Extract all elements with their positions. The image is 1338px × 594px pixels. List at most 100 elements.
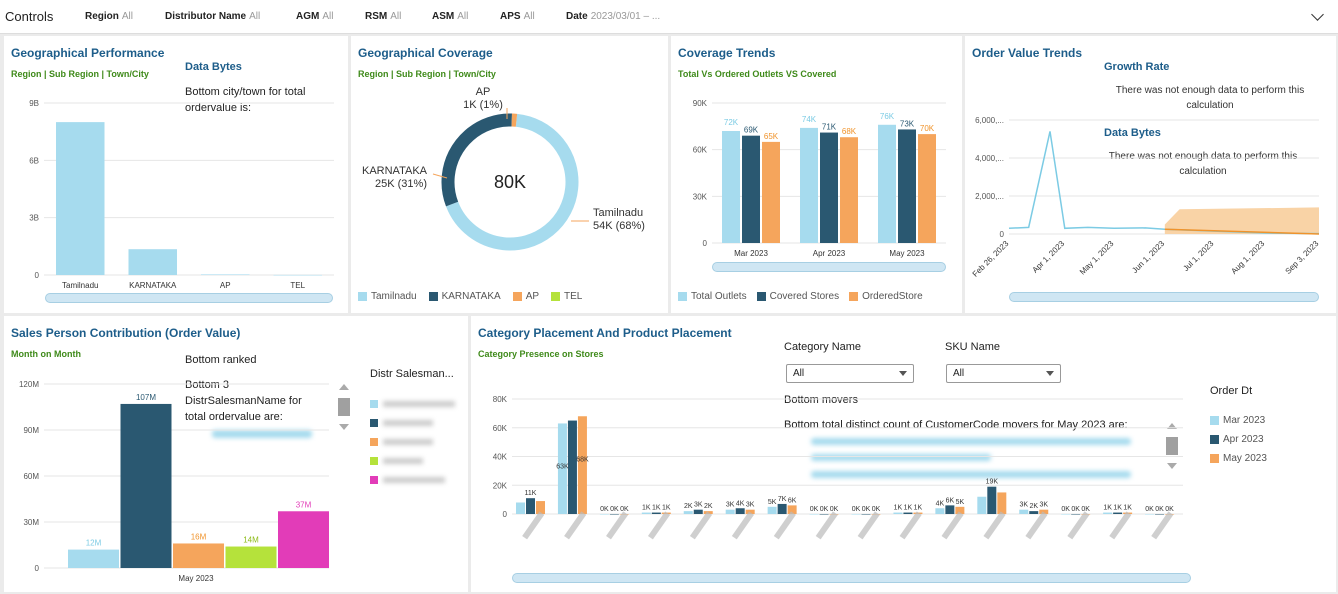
slice-label: AP xyxy=(476,86,491,98)
data-label: 2K xyxy=(684,503,693,510)
bar xyxy=(56,122,105,275)
bar xyxy=(577,416,587,514)
x-tick-label-redacted xyxy=(647,511,671,540)
filter-asm[interactable]: ASM All xyxy=(432,11,469,22)
y-tick-label: 3B xyxy=(29,214,39,223)
filter-rsm[interactable]: RSM All xyxy=(365,11,402,22)
legend-item[interactable] xyxy=(370,419,455,427)
coverage-trends-chart: 0 30K 60K 90K 72K 69K 65K Mar 2023 74K 71K 68K Apr… xyxy=(693,99,946,258)
y-tick-label: 0 xyxy=(35,564,40,573)
vertical-scrollbar[interactable] xyxy=(338,384,350,430)
horizontal-scrollbar[interactable] xyxy=(712,262,946,272)
chevron-down-icon[interactable] xyxy=(1311,8,1324,21)
x-tick-label: Tamilnadu xyxy=(62,281,98,290)
filter-distributor-name[interactable]: Distributor Name All xyxy=(165,11,261,22)
data-label: 1K xyxy=(894,505,903,512)
bar xyxy=(651,512,661,514)
bar xyxy=(777,503,787,514)
legend-item[interactable]: AP xyxy=(512,291,539,302)
bar xyxy=(742,135,760,243)
legend-item[interactable] xyxy=(370,400,455,408)
y-tick-label: 120M xyxy=(19,380,39,389)
chevron-down-icon xyxy=(1046,371,1054,376)
sku-name-dropdown[interactable]: All xyxy=(946,364,1061,383)
y-tick-label: 9B xyxy=(29,99,39,108)
data-label: 69K xyxy=(744,126,759,135)
filter-region[interactable]: Region All xyxy=(85,11,134,22)
data-label: 1K xyxy=(642,505,651,512)
vertical-scrollbar[interactable] xyxy=(1166,423,1178,469)
legend-title: Order Dt xyxy=(1210,385,1253,397)
data-label: 0K xyxy=(1145,506,1154,513)
bar xyxy=(977,496,987,514)
bar xyxy=(878,124,896,243)
data-label: 0K xyxy=(1081,506,1090,513)
data-label: 3K xyxy=(746,502,755,509)
slice-label: KARNATAKA xyxy=(362,165,428,177)
x-tick-label: Mar 2023 xyxy=(734,249,768,258)
area-series xyxy=(1164,207,1319,234)
x-tick-label-redacted xyxy=(857,511,880,540)
legend-item[interactable]: May 2023 xyxy=(1210,453,1267,464)
bar xyxy=(609,514,619,515)
legend-item[interactable] xyxy=(370,476,455,484)
slice-label: Tamilnadu xyxy=(593,207,643,219)
data-label: 74K xyxy=(802,115,817,124)
geo-performance-chart: 0 3B 6B 9B Tamilnadu KARNATAKA AP TEL xyxy=(29,99,334,290)
x-tick-label-redacted xyxy=(941,511,964,540)
filter-agm[interactable]: AGM All xyxy=(296,11,334,22)
bar xyxy=(1113,512,1123,514)
panel-title: Order Value Trends xyxy=(972,46,1083,60)
data-label: 6K xyxy=(788,497,797,504)
legend-item[interactable]: Mar 2023 xyxy=(1210,415,1267,426)
y-tick-label: 0 xyxy=(35,271,40,280)
bar xyxy=(819,514,829,515)
data-label: 0K xyxy=(862,506,871,513)
legend-item[interactable]: OrderedStore xyxy=(849,291,923,302)
horizontal-scrollbar[interactable] xyxy=(1009,292,1319,302)
bar xyxy=(683,511,693,514)
slice-label: 54K (68%) xyxy=(593,220,645,232)
bar xyxy=(1061,514,1071,515)
panel-title: Geographical Coverage xyxy=(358,46,493,60)
legend-item[interactable]: KARNATAKA xyxy=(428,291,501,302)
chevron-down-icon xyxy=(899,371,907,376)
data-label: 2K xyxy=(704,503,713,510)
horizontal-scrollbar[interactable] xyxy=(512,573,1191,583)
horizontal-scrollbar[interactable] xyxy=(45,293,333,303)
legend-item[interactable]: TEL xyxy=(551,291,582,302)
donut-slice xyxy=(441,113,579,251)
filter-aps[interactable]: APS All xyxy=(500,11,535,22)
sales-person-chart: 0 30M 60M 90M 120M 12M 107M 16M 14M 37M May 2023 xyxy=(19,380,329,583)
legend-item[interactable]: Covered Stores xyxy=(756,291,839,302)
filter-date[interactable]: Date 2023/03/01 – ... xyxy=(566,11,661,22)
bar xyxy=(851,514,861,515)
bar xyxy=(745,509,755,514)
growth-rate-title: Growth Rate xyxy=(1104,61,1170,73)
legend-item[interactable] xyxy=(370,438,455,446)
x-tick-label: Apr 1, 2023 xyxy=(1031,239,1067,275)
bottom-movers-title: Bottom movers xyxy=(784,394,858,406)
legend-item[interactable] xyxy=(370,457,455,465)
bar xyxy=(725,509,735,514)
bar xyxy=(918,134,936,243)
bar xyxy=(557,423,567,514)
data-label: 3K xyxy=(694,502,703,509)
data-label: 1K xyxy=(662,505,671,512)
x-tick-label: KARNATAKA xyxy=(129,281,177,290)
data-label: 68K xyxy=(842,127,857,136)
donut-slice xyxy=(441,113,579,251)
bar xyxy=(173,543,224,568)
bar xyxy=(693,509,703,514)
legend-item[interactable]: Total Outlets xyxy=(678,291,747,302)
category-name-dropdown[interactable]: All xyxy=(786,364,914,383)
panel-subtitle: Region | Sub Region | Town/City xyxy=(358,69,496,79)
bar xyxy=(599,514,609,515)
data-label: 0K xyxy=(820,506,829,513)
legend-item[interactable]: Apr 2023 xyxy=(1210,434,1267,445)
legend-item[interactable]: Tamilnadu xyxy=(358,291,417,302)
bar xyxy=(1019,509,1029,514)
order-value-trends-panel: Order Value Trends Growth Rate There was… xyxy=(965,36,1336,313)
coverage-legend: Total Outlets Covered Stores OrderedStor… xyxy=(678,291,923,302)
x-tick-label: Feb 26, 2023 xyxy=(971,239,1011,279)
